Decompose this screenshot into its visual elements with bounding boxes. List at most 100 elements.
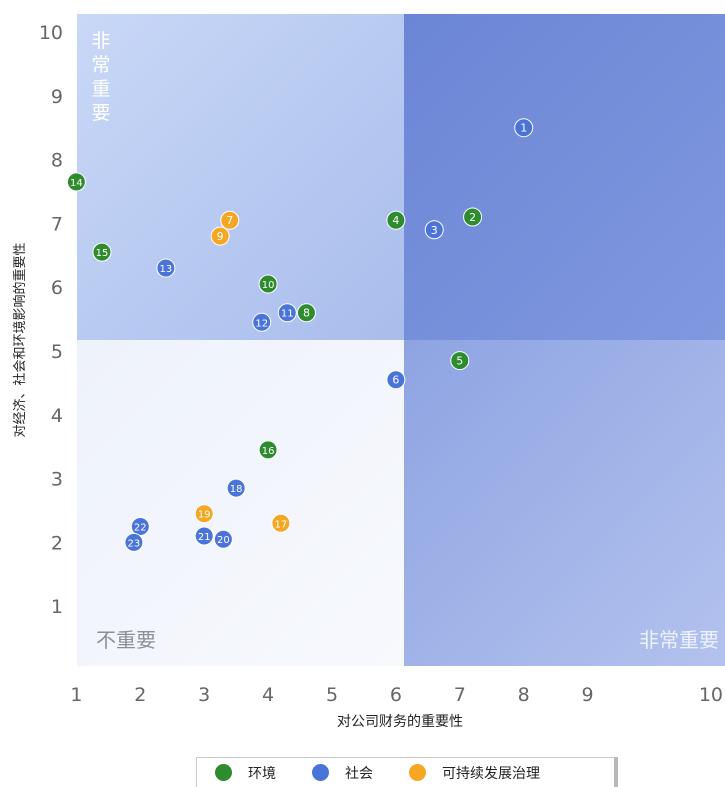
data-point: 6: [386, 370, 406, 390]
data-point: 12: [252, 312, 272, 332]
x-tick-label: 10: [699, 684, 723, 706]
quadrant-top-right: [404, 14, 725, 340]
data-point-label: 13: [159, 264, 172, 275]
data-point: 16: [258, 440, 278, 460]
data-point: 5: [450, 351, 470, 371]
y-tick-label: 8: [51, 150, 63, 172]
data-point-marker: [252, 312, 272, 332]
data-point: 13: [156, 258, 176, 278]
x-tick-label: 7: [454, 684, 466, 706]
data-point-label: 2: [469, 211, 476, 224]
data-point-marker: [271, 513, 291, 533]
quadrant-label-char: 常: [91, 54, 110, 76]
data-point-label: 23: [128, 538, 141, 549]
data-point-label: 19: [198, 510, 211, 521]
data-point: 9: [210, 226, 230, 246]
data-point: 10: [258, 274, 278, 294]
quadrant-label-char: 重: [91, 78, 110, 100]
data-point-label: 9: [217, 230, 224, 243]
data-point-label: 4: [392, 214, 399, 227]
data-point: 22: [130, 516, 150, 536]
data-point-label: 11: [281, 309, 294, 320]
legend-label-environment: 环境: [248, 765, 276, 782]
legend-item-social: 社会: [312, 763, 373, 783]
x-tick-label: 1: [70, 684, 82, 706]
data-point-marker: [386, 370, 406, 390]
data-point: 20: [213, 529, 233, 549]
data-point-marker: [194, 504, 214, 524]
data-point: 15: [92, 242, 112, 262]
data-point-marker: [296, 303, 316, 323]
data-point: 18: [226, 478, 246, 498]
data-point-marker: [386, 210, 406, 230]
x-tick-label: 2: [134, 684, 146, 706]
data-point-marker: [258, 274, 278, 294]
data-point: 17: [271, 513, 291, 533]
data-point-label: 5: [456, 355, 463, 368]
data-point-label: 10: [262, 280, 275, 291]
legend-dot-environment: [215, 764, 232, 781]
y-tick-label: 9: [51, 86, 63, 108]
data-point-marker: [213, 529, 233, 549]
legend-item-governance: 可持续发展治理: [409, 763, 540, 783]
data-point-label: 17: [275, 519, 288, 530]
data-point-marker: [463, 207, 483, 227]
data-point: 7: [220, 210, 240, 230]
data-point: 11: [277, 303, 297, 323]
data-point-marker: [194, 526, 214, 546]
y-tick-label: 7: [51, 213, 63, 235]
x-tick-label: 3: [198, 684, 210, 706]
x-tick-label: 6: [390, 684, 402, 706]
data-point-marker: [210, 226, 230, 246]
y-axis-label: 对经济、社会和环境影响的重要性: [12, 242, 28, 437]
data-point: 21: [194, 526, 214, 546]
y-tick-label: 1: [51, 596, 63, 618]
legend-dot-governance: [409, 764, 426, 781]
quadrant-label-top-left: 非常重要: [91, 30, 110, 124]
data-point-marker: [220, 210, 240, 230]
x-axis-ticks: 1 2 3 4 5 6 7 8 9 10: [70, 684, 723, 706]
data-point-label: 18: [230, 484, 243, 495]
x-tick-label: 4: [262, 684, 274, 706]
data-point-marker: [450, 351, 470, 371]
legend-item-environment: 环境: [215, 763, 276, 783]
data-point-marker: [66, 172, 86, 192]
y-tick-label: 2: [51, 532, 63, 554]
legend: 环境 社会 可持续发展治理: [196, 757, 618, 787]
data-point: 8: [296, 303, 316, 323]
data-point-label: 7: [226, 214, 233, 227]
data-point-marker: [258, 440, 278, 460]
data-point-label: 15: [96, 248, 109, 259]
y-tick-label: 3: [51, 469, 63, 491]
data-point-label: 14: [70, 178, 83, 189]
data-point: 4: [386, 210, 406, 230]
data-point-marker: [277, 303, 297, 323]
data-point-label: 16: [262, 446, 275, 457]
quadrant-label-bottom-left: 不重要: [96, 628, 156, 652]
y-tick-label: 5: [51, 341, 63, 363]
legend-dot-social: [312, 764, 329, 781]
data-point-marker: [156, 258, 176, 278]
quadrant-label-char: 要: [91, 102, 110, 124]
x-tick-label: 9: [582, 684, 594, 706]
x-axis-label: 对公司财务的重要性: [337, 714, 463, 730]
data-point-marker: [424, 220, 444, 240]
data-point-label: 1: [520, 122, 527, 135]
data-point: 23: [124, 532, 144, 552]
data-point: 2: [463, 207, 483, 227]
data-point: 19: [194, 504, 214, 524]
data-point-label: 6: [392, 374, 399, 387]
x-tick-label: 5: [326, 684, 338, 706]
y-axis-ticks: 1 2 3 4 5 6 7 8 9 10: [39, 22, 63, 618]
y-tick-label: 10: [39, 22, 63, 44]
data-point-marker: [92, 242, 112, 262]
data-point-label: 20: [217, 535, 230, 546]
data-point-marker: [124, 532, 144, 552]
quadrant-label-char: 非: [91, 30, 110, 52]
data-point-marker: [514, 118, 534, 138]
data-point-label: 12: [255, 318, 268, 329]
x-tick-label: 8: [518, 684, 530, 706]
quadrant-top-left: [77, 14, 404, 340]
